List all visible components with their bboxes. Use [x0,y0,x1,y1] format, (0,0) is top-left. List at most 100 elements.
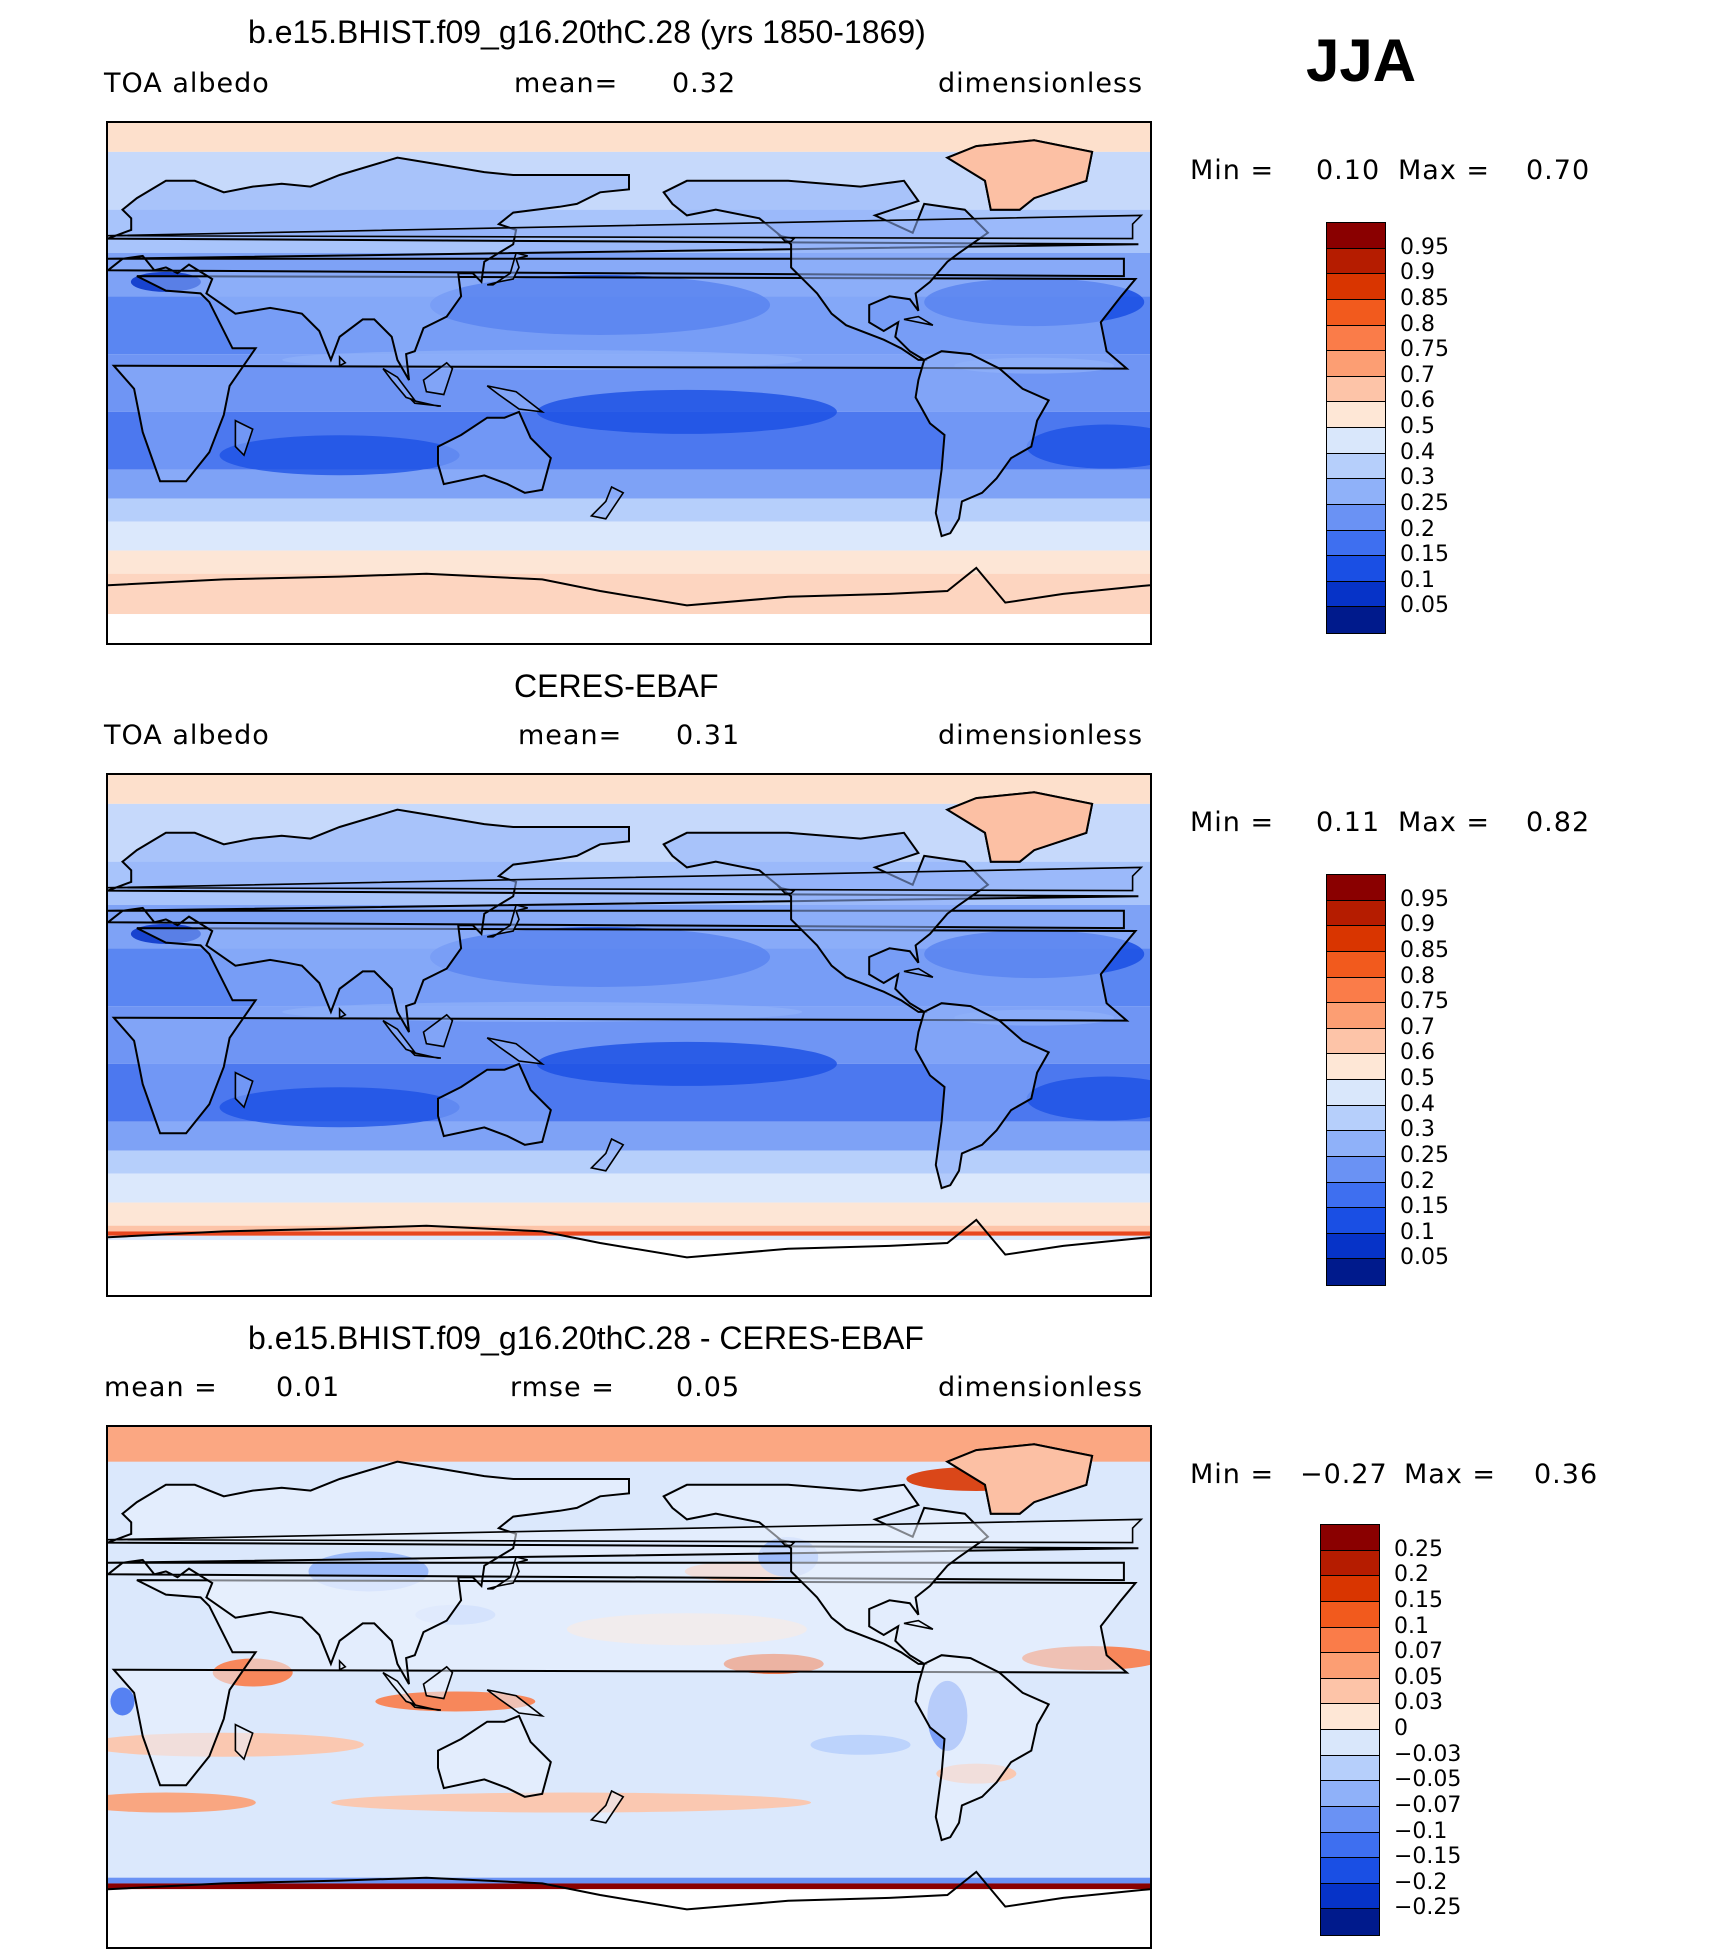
panel-1-min-label: Min = [1190,155,1275,186]
colorbar-tick-label: 0.7 [1400,1014,1435,1040]
colorbar-tick-label: 0.9 [1400,912,1435,938]
colorbar-tick-label: −0.2 [1394,1869,1448,1895]
colorbar-tick-label: 0.03 [1394,1690,1443,1716]
colorbar-swatch [1327,951,1385,978]
colorbar-tick-label: 0.2 [1394,1562,1429,1588]
colorbar-tick-label: 0 [1394,1716,1408,1741]
panel-2-min-value: 0.11 [1316,807,1381,838]
colorbar-tick-label: 0.3 [1400,1117,1435,1143]
colorbar-tick-label: 0.8 [1400,963,1435,989]
colorbar-swatch [1321,1653,1379,1679]
colorbar-swatch [1327,1028,1385,1055]
colorbar-swatch [1327,926,1385,952]
panel-1-max-value: 0.70 [1526,155,1591,186]
colorbar-tick-label: 0.4 [1400,439,1435,465]
colorbar-tick-label: 0.85 [1400,937,1449,963]
colorbar-swatch [1327,504,1385,531]
colorbar-tick-label: 0.7 [1400,362,1435,388]
panel-3-mean-value: 0.01 [276,1372,341,1403]
colorbar-tick-label: 0.05 [1400,593,1449,619]
colorbar-swatch [1327,1105,1385,1132]
colorbar-tick-label: 0.6 [1400,1040,1435,1066]
colorbar-tick-label: 0.1 [1394,1613,1429,1639]
panel-1-mean-value: 0.32 [672,68,737,99]
colorbar-swatch [1321,1550,1379,1577]
panel-3-mean-label: mean = [104,1372,218,1403]
colorbar-swatch [1327,1233,1385,1260]
panel-3-rmse-label: rmse = [510,1372,615,1403]
colorbar-tick-label: −0.15 [1394,1844,1462,1870]
panel-2-mean-value: 0.31 [676,720,741,751]
map-field [108,775,1150,1295]
colorbar-tick-label: 0.75 [1400,989,1449,1015]
colorbar-tick-label: 0.95 [1400,886,1449,912]
colorbar-swatch [1321,1858,1379,1884]
colorbar-tick-label: 0.2 [1400,516,1435,542]
colorbar-swatch [1327,1182,1385,1209]
panel-3-max-label: Max = [1404,1459,1497,1490]
panel-1-variable-label: TOA albedo [104,68,270,99]
panel-3-colorbar [1320,1524,1380,1936]
colorbar-tick-label: 0.8 [1400,311,1435,337]
colorbar-tick-label: −0.03 [1394,1741,1462,1767]
colorbar-swatch [1321,1525,1379,1551]
panel-3-map [106,1425,1152,1949]
colorbar-swatch [1327,556,1385,582]
colorbar-swatch [1327,1208,1385,1234]
colorbar-swatch [1327,977,1385,1004]
colorbar-swatch [1321,1730,1379,1756]
panel-1-min-value: 0.10 [1316,155,1381,186]
colorbar-tick-label: 0.1 [1400,1219,1435,1245]
colorbar-tick-label: −0.05 [1394,1767,1462,1793]
colorbar-tick-label: 0.6 [1400,388,1435,414]
panel-1-title: b.e15.BHIST.f09_g16.20thC.28 (yrs 1850-1… [248,14,926,50]
panel-2-mean-label: mean= [518,720,623,751]
colorbar-tick-label: 0.05 [1400,1245,1449,1271]
panel-3-rmse-value: 0.05 [676,1372,741,1403]
colorbar-swatch [1321,1627,1379,1654]
colorbar-swatch [1321,1883,1379,1910]
panel-3-title: b.e15.BHIST.f09_g16.20thC.28 - CERES-EBA… [248,1320,924,1356]
colorbar-tick-label: 0.2 [1400,1168,1435,1194]
colorbar-swatch [1327,1054,1385,1080]
map-field [108,1427,1150,1947]
colorbar-tick-label: 0.25 [1400,1142,1449,1168]
colorbar-swatch [1327,1080,1385,1106]
season-label: JJA [1306,27,1417,94]
colorbar-tick-label: 0.75 [1400,337,1449,363]
colorbar-tick-label: 0.07 [1394,1639,1443,1665]
colorbar-swatch [1327,1259,1385,1285]
panel-3-min-label: Min = [1190,1459,1275,1490]
colorbar-tick-label: 0.05 [1394,1664,1443,1690]
colorbar-tick-label: −0.1 [1394,1818,1448,1844]
colorbar-swatch [1321,1576,1379,1602]
panel-2-variable-label: TOA albedo [104,720,270,751]
panel-3-max-value: 0.36 [1534,1459,1599,1490]
colorbar-swatch [1327,351,1385,377]
panel-1-mean-label: mean= [514,68,619,99]
colorbar-swatch [1327,1131,1385,1157]
colorbar-swatch [1327,453,1385,480]
colorbar-tick-label: 0.5 [1400,414,1435,439]
colorbar-swatch [1327,581,1385,608]
panel-2-colorbar [1326,874,1386,1286]
panel-2-max-value: 0.82 [1526,807,1591,838]
colorbar-tick-label: −0.07 [1394,1792,1462,1818]
panel-1-max-label: Max = [1398,155,1491,186]
colorbar-tick-label: −0.25 [1394,1895,1462,1921]
colorbar-swatch [1327,1003,1385,1029]
panel-3-min-value: −0.27 [1300,1459,1388,1490]
colorbar-tick-label: 0.3 [1400,465,1435,491]
colorbar-swatch [1321,1704,1379,1730]
panel-2-map [106,773,1152,1297]
panel-2-max-label: Max = [1398,807,1491,838]
panel-2-units-label: dimensionless [938,720,1144,751]
colorbar-tick-label: 0.15 [1394,1587,1443,1613]
colorbar-tick-label: 0.1 [1400,567,1435,593]
colorbar-swatch [1327,248,1385,275]
colorbar-tick-label: 0.15 [1400,1194,1449,1220]
colorbar-swatch [1321,1601,1379,1628]
colorbar-tick-label: 0.25 [1400,490,1449,516]
colorbar-tick-label: 0.25 [1394,1536,1443,1562]
colorbar-swatch [1327,875,1385,901]
